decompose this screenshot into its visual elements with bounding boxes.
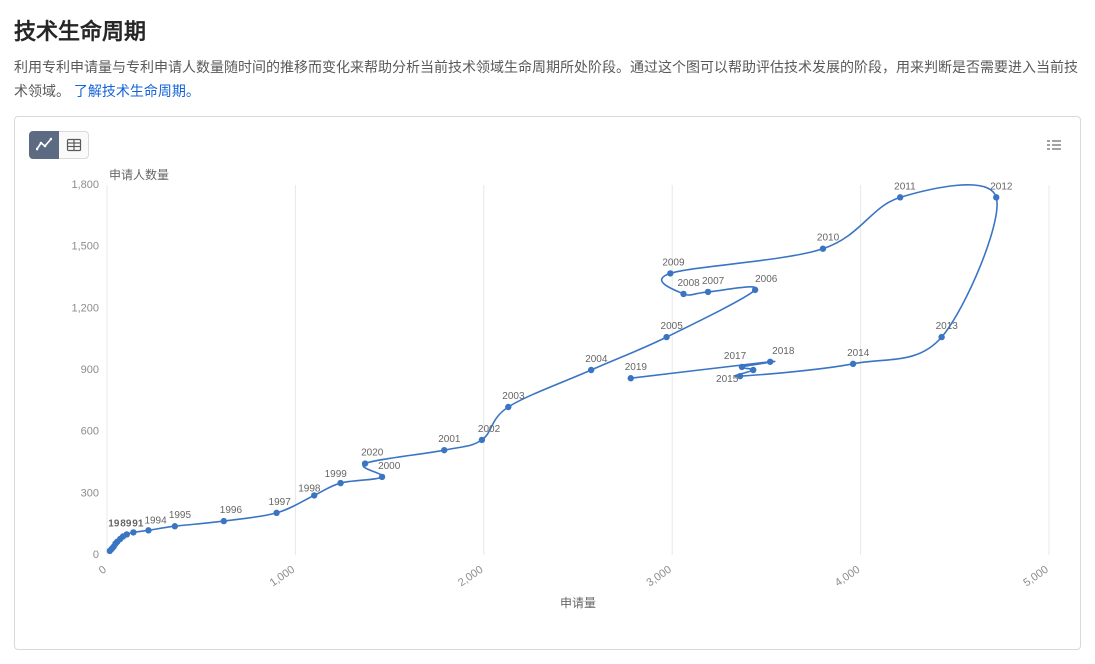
svg-text:1,000: 1,000 — [268, 563, 297, 589]
svg-text:2006: 2006 — [755, 273, 778, 284]
svg-text:申请量: 申请量 — [560, 596, 596, 610]
svg-text:2011: 2011 — [894, 181, 916, 192]
chart-view-button[interactable] — [29, 131, 59, 159]
svg-text:2000: 2000 — [378, 460, 401, 471]
view-toggle-group — [29, 131, 89, 159]
svg-text:3,000: 3,000 — [644, 563, 673, 589]
svg-text:2014: 2014 — [847, 347, 870, 358]
svg-text:2015: 2015 — [716, 374, 739, 385]
line-chart-icon — [36, 137, 52, 153]
page-subtitle: 利用专利申请量与专利申请人数量随时间的推移而变化来帮助分析当前技术领域生命周期所… — [14, 56, 1081, 104]
svg-text:2012: 2012 — [990, 181, 1013, 192]
svg-text:0: 0 — [97, 563, 109, 576]
learn-more-link[interactable]: 了解技术生命周期。 — [74, 83, 200, 99]
svg-text:2004: 2004 — [585, 354, 608, 365]
svg-text:2009: 2009 — [662, 257, 685, 268]
svg-text:1,200: 1,200 — [71, 302, 99, 314]
chart-card: 申请人数量 0 300 600 900 1,200 1,500 1,800 0 1,000 2,00… — [14, 116, 1081, 650]
svg-text:1998: 1998 — [298, 483, 321, 494]
svg-text:2007: 2007 — [702, 275, 725, 286]
svg-text:1994: 1994 — [144, 515, 167, 526]
svg-text:0: 0 — [93, 549, 99, 561]
svg-text:2019: 2019 — [625, 362, 648, 373]
lifecycle-chart: 申请人数量 0 300 600 900 1,200 1,500 1,800 0 1,000 2,00… — [29, 167, 1068, 635]
svg-text:2008: 2008 — [678, 278, 701, 289]
svg-text:2013: 2013 — [936, 321, 959, 332]
svg-text:2002: 2002 — [478, 423, 501, 434]
svg-text:300: 300 — [81, 487, 99, 499]
svg-text:5,000: 5,000 — [1021, 563, 1050, 589]
svg-text:900: 900 — [81, 364, 99, 376]
page-title: 技术生命周期 — [14, 14, 1081, 46]
svg-text:1997: 1997 — [269, 496, 292, 507]
svg-text:2020: 2020 — [361, 447, 384, 458]
table-icon — [66, 137, 82, 153]
svg-text:1999: 1999 — [325, 469, 348, 480]
svg-text:2,000: 2,000 — [456, 563, 485, 589]
svg-text:1996: 1996 — [220, 505, 243, 516]
chart-toolbar — [29, 131, 1066, 159]
legend-icon — [1045, 136, 1063, 154]
table-view-button[interactable] — [59, 131, 89, 159]
svg-text:2018: 2018 — [772, 345, 795, 356]
svg-text:600: 600 — [81, 425, 99, 437]
svg-text:2010: 2010 — [817, 232, 840, 243]
svg-text:91: 91 — [132, 518, 144, 529]
svg-text:2005: 2005 — [661, 321, 684, 332]
svg-text:申请人数量: 申请人数量 — [109, 167, 169, 182]
svg-text:1,800: 1,800 — [71, 179, 99, 191]
legend-toggle-button[interactable] — [1042, 133, 1066, 157]
svg-text:4,000: 4,000 — [833, 563, 862, 589]
svg-text:1995: 1995 — [169, 510, 192, 521]
svg-text:2017: 2017 — [724, 351, 747, 362]
svg-text:2003: 2003 — [502, 391, 525, 402]
svg-text:2001: 2001 — [438, 434, 461, 445]
svg-text:89: 89 — [120, 518, 132, 529]
chart-area: 申请人数量 0 300 600 900 1,200 1,500 1,800 0 1,000 2,00… — [29, 167, 1068, 635]
svg-text:1,500: 1,500 — [71, 240, 99, 252]
svg-text:19: 19 — [108, 518, 120, 529]
